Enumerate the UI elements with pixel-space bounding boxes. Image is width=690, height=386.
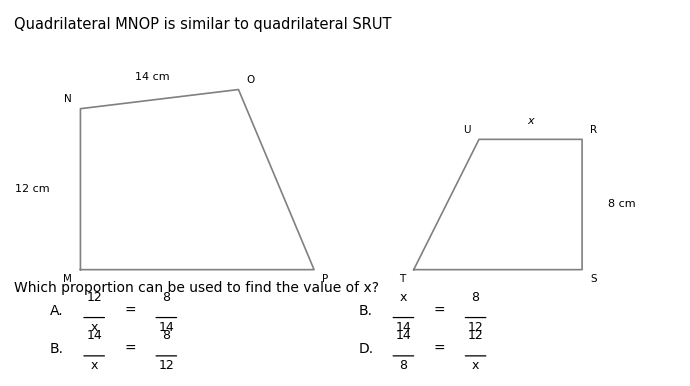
Text: Quadrilateral MNOP is similar to quadrilateral SRUT: Quadrilateral MNOP is similar to quadril…	[14, 17, 391, 32]
Text: N: N	[64, 94, 72, 104]
Text: P: P	[322, 274, 328, 284]
Text: x: x	[527, 116, 534, 126]
Text: 8 cm: 8 cm	[608, 200, 635, 210]
Text: 8: 8	[471, 291, 480, 304]
Text: O: O	[247, 75, 255, 85]
Text: 14: 14	[395, 321, 411, 334]
Text: 12: 12	[468, 321, 484, 334]
Text: =: =	[433, 342, 445, 356]
Text: x: x	[90, 321, 98, 334]
Text: 12: 12	[159, 359, 174, 372]
Text: 12: 12	[86, 291, 102, 304]
Text: x: x	[90, 359, 98, 372]
Text: =: =	[433, 304, 445, 318]
Text: M: M	[63, 274, 72, 284]
Text: Which proportion can be used to find the value of x?: Which proportion can be used to find the…	[14, 281, 379, 295]
Text: 14: 14	[159, 321, 174, 334]
Text: D.: D.	[359, 342, 374, 356]
Text: R: R	[591, 125, 598, 135]
Text: U: U	[463, 125, 471, 135]
Text: 14: 14	[86, 329, 102, 342]
Text: B.: B.	[359, 304, 373, 318]
Text: x: x	[400, 291, 407, 304]
Text: T: T	[400, 274, 406, 284]
Text: 12 cm: 12 cm	[15, 184, 50, 194]
Text: 12: 12	[468, 329, 484, 342]
Text: x: x	[472, 359, 480, 372]
Text: 8: 8	[400, 359, 407, 372]
Text: A.: A.	[50, 304, 63, 318]
Text: B.: B.	[50, 342, 63, 356]
Text: 14: 14	[395, 329, 411, 342]
Text: 14 cm: 14 cm	[135, 72, 170, 82]
Text: =: =	[124, 342, 136, 356]
Text: 8: 8	[162, 291, 170, 304]
Text: 8: 8	[162, 329, 170, 342]
Text: S: S	[591, 274, 597, 284]
Text: =: =	[124, 304, 136, 318]
